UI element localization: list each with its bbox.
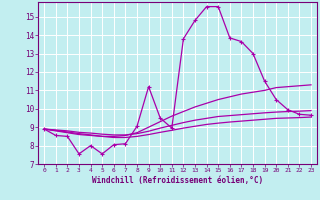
X-axis label: Windchill (Refroidissement éolien,°C): Windchill (Refroidissement éolien,°C) bbox=[92, 176, 263, 185]
